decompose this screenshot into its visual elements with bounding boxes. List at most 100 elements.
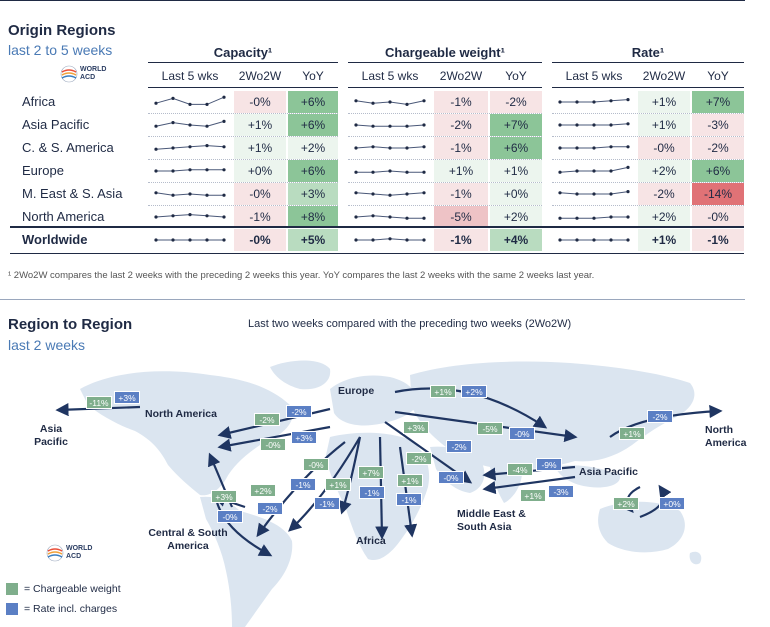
map-title: Last two weeks compared with the precedi… [248,318,572,330]
world-acd-logo-bottom: WORLD ACD [46,544,96,562]
world-acd-logo: WORLD ACD [60,65,110,83]
chargeable-weight-badge: -0% [303,458,329,471]
row-separator [148,182,338,183]
row-separator [552,159,744,160]
chargeable-weight-badge: +7% [358,466,384,479]
legend-swatch-rate [6,603,18,615]
row-label: Africa [22,94,56,109]
region-africa: Africa [356,535,386,547]
header-rule [552,87,744,88]
rate-badge: -3% [548,485,574,498]
value-cell: -1% [692,229,744,251]
value-cell: +2% [638,160,690,182]
value-cell: +5% [288,229,338,251]
value-cell: -0% [234,229,286,251]
chargeable-weight-badge: -11% [86,396,112,409]
globe-icon [60,65,78,83]
col-rate-2wo2w: 2Wo2W [642,69,686,83]
row-separator [348,159,542,160]
value-cell: +1% [234,137,286,159]
value-cell: +6% [288,91,338,113]
sparkline [154,95,226,106]
value-cell: +8% [288,206,338,228]
row-label: Asia Pacific [22,117,90,132]
legend-swatch-chargeable [6,583,18,595]
sparkline [354,123,426,128]
rate-badge: -2% [257,502,283,515]
sparkline [354,99,426,106]
chargeable-weight-badge: +1% [520,489,546,502]
col-capacity-last5: Last 5 wks [161,69,219,83]
region-to-region-title: Region to Region [8,316,133,333]
value-cell: -0% [234,91,286,113]
sparkline [154,213,226,219]
chargeable-weight-badge: -2% [406,452,432,465]
value-cell: -1% [234,206,286,228]
row-separator [552,113,744,114]
sparkline [354,214,426,220]
row-separator [552,136,744,137]
sparkline [154,238,226,242]
rate-badge: -1% [314,497,340,510]
header-rule [348,87,542,88]
value-cell: +6% [288,114,338,136]
chargeable-weight-badge: -4% [507,463,533,476]
sparkline [154,168,226,173]
region-north-america-right: North America [705,424,747,449]
sparkline [154,191,226,197]
row-separator [348,205,542,206]
value-cell: -1% [434,91,488,113]
sparkline [558,165,630,174]
sparkline [558,145,630,150]
chargeable-weight-badge: +1% [430,385,456,398]
value-cell: -1% [434,183,488,205]
legend-chargeable-weight: = Chargeable weight [6,583,121,595]
row-separator [348,136,542,137]
region-asia-pacific-left: Asia Pacific [34,423,68,448]
col-rate-last5: Last 5 wks [565,69,623,83]
row-separator [348,113,542,114]
legend-label-rate: = Rate incl. charges [24,603,118,615]
sparkline [558,215,630,220]
rate-badge: -1% [396,493,422,506]
rate-badge: +3% [291,431,317,444]
group-chargeable-weight: Chargeable weight¹ [348,45,542,63]
value-cell: -0% [638,137,690,159]
value-cell: +6% [692,160,744,182]
value-cell: -0% [234,183,286,205]
origin-regions-subtitle: last 2 to 5 weeks [8,42,113,58]
value-cell: -5% [434,206,488,228]
region-europe: Europe [338,385,375,397]
arrow-eu-na-2 [217,425,331,452]
value-cell: +1% [234,114,286,136]
sparkline [154,119,226,128]
col-cw-last5: Last 5 wks [361,69,419,83]
value-cell: +2% [490,206,542,228]
chargeable-weight-badge: -0% [260,438,286,451]
group-rate: Rate¹ [552,45,744,63]
sparkline [154,144,226,151]
row-separator [348,182,542,183]
table-footnote: ¹ 2Wo2W compares the last 2 weeks with t… [8,270,595,281]
value-cell: -2% [638,183,690,205]
value-cell: +0% [234,160,286,182]
rate-badge: -1% [290,478,316,491]
value-cell: -2% [692,137,744,159]
chargeable-weight-badge: +1% [325,478,351,491]
rate-badge: -2% [647,410,673,423]
value-cell: +1% [638,229,690,251]
sparkline [558,238,630,242]
sparkline [354,145,426,150]
row-separator [148,205,338,206]
region-to-region-subtitle: last 2 weeks [8,337,86,353]
sparkline [558,190,630,196]
header-rule [148,87,338,88]
col-capacity-2wo2w: 2Wo2W [238,69,282,83]
rate-badge: -1% [359,486,385,499]
value-cell: +2% [288,137,338,159]
col-cw-yoy: YoY [505,69,527,83]
value-cell: -3% [692,114,744,136]
region-north-america: North America [145,408,217,420]
legend-rate: = Rate incl. charges [6,603,117,615]
value-cell: +4% [490,229,542,251]
